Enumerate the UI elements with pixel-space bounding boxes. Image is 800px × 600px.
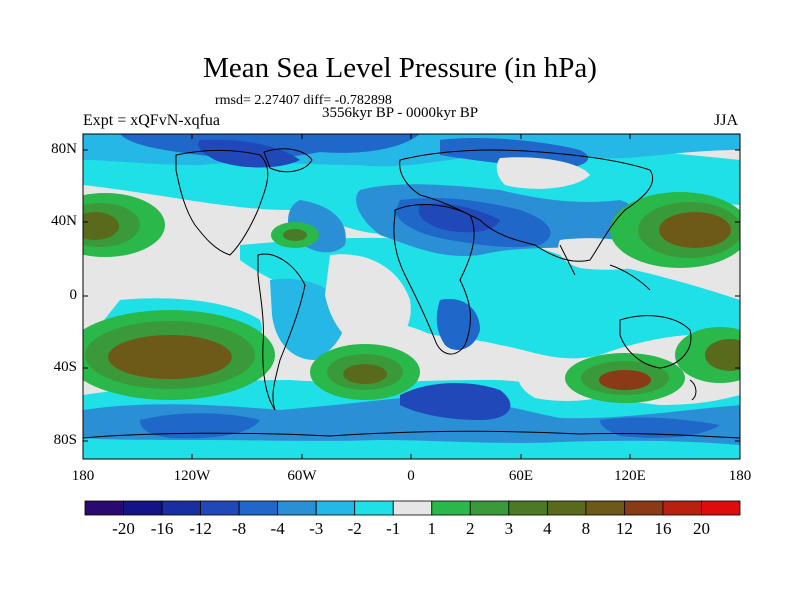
colorbar-swatch [123,500,163,516]
colorbar-swatch [701,500,741,516]
colorbar-label: 16 [654,519,672,538]
grey-atlantic-tropical [325,254,411,350]
colorbar-swatch [277,500,317,516]
dark-blue-south-africa [436,299,480,350]
dark-blue-indian-south [600,417,720,438]
lon-label-120w: 120W [173,468,211,484]
period-text: 3556kyr BP - 0000kyr BP [322,105,479,121]
lat-label-40s: 40S [53,359,77,375]
deep-blue-greenland [198,139,300,168]
chart-title: Mean Sea Level Pressure (in hPa) [203,52,597,84]
lat-label-40n: 40N [51,213,77,229]
colorbar-swatch [200,500,240,516]
pressure-field [83,134,740,459]
colorbar-swatch [662,500,702,516]
colorbar-label: -20 [112,519,135,538]
colorbar-label: 12 [615,519,633,538]
colorbar [84,500,741,516]
colorbar-label: -1 [386,519,401,538]
colorbar-label: -8 [232,519,247,538]
high-australia-east-core [705,339,740,371]
colorbar-label: 2 [466,519,475,538]
grey-arctic-east [496,157,590,189]
colorbar-swatch [354,500,394,516]
lat-label-0: 0 [69,287,78,303]
lat-label-80n: 80N [51,141,77,157]
colorbar-swatch [238,500,279,516]
colorbar-label: 4 [543,519,552,538]
colorbar-label: -2 [347,519,362,538]
high-south-pacific-core [108,335,232,379]
lon-label-180w: 180 [71,468,95,484]
dark-blue-southern-ocean [400,383,511,420]
lon-label-60e: 60E [508,468,534,484]
high-azores-core [283,229,307,241]
colorbar-label: -4 [270,519,285,538]
season-label: JJA [714,112,739,129]
lat-label-80s: 80S [53,432,77,448]
coastlines [83,148,740,439]
high-north-pacific-west-core [83,212,119,240]
colorbar-swatch [546,500,587,516]
colorbar-label: -3 [309,519,324,538]
colorbar-swatch [469,500,510,516]
colorbar-label: -16 [150,519,174,538]
lon-label-0: 0 [407,468,415,484]
stats-text: rmsd= 2.27407 diff= -0.782898 [215,93,392,108]
blue-southern-ring [83,395,740,445]
high-indian-ocean-core [599,370,651,390]
lon-label-60w: 60W [287,468,317,484]
high-south-atlantic-core [343,364,387,384]
experiment-label: Expt = xQFvN-xqfua [83,112,221,129]
colorbar-swatch [84,500,124,516]
colorbar-label: 1 [427,519,437,538]
colorbar-label: 8 [581,519,591,538]
axis-ticks [82,134,741,459]
colorbar-label: 3 [504,519,514,538]
colorbar-swatch [392,500,433,516]
colorbar-swatch [161,500,201,516]
colorbar-swatch [508,500,548,516]
colorbar-label: -12 [189,519,212,538]
colorbar-swatch [431,500,471,516]
high-north-pacific-east-core [659,212,731,248]
colorbar-label: 20 [692,519,710,538]
colorbar-swatch [585,500,625,516]
colorbar-swatch [315,500,356,516]
dark-blue-pacific-south [140,413,260,439]
deep-blue-eurasia-core [418,203,500,233]
colorbar-swatch [624,500,664,516]
lon-label-120e: 120E [614,468,646,484]
lon-label-180e: 180 [728,468,752,484]
